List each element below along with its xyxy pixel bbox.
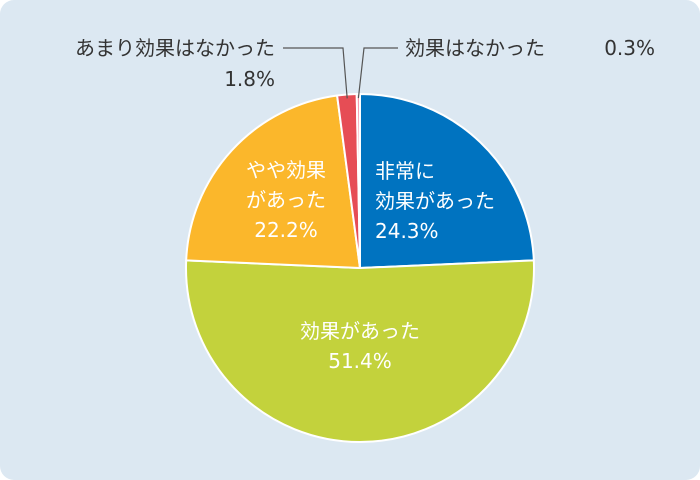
slice-value-1: 51.4% [328, 349, 392, 373]
outer-value-4: 0.3% [604, 36, 655, 60]
leader-line-4 [357, 47, 398, 99]
outer-label-4: 効果はなかった [405, 36, 545, 60]
outer-value-3: 1.8% [224, 67, 275, 91]
outer-label-3: あまり効果はなかった [75, 36, 275, 60]
slice-label-0-line-1: 効果があった [375, 189, 495, 213]
pie-slice-0 [359, 93, 535, 269]
slice-value-0: 24.3% [375, 219, 439, 243]
slice-value-2: 22.2% [254, 218, 318, 242]
leader-lines [283, 47, 398, 99]
slice-label-2-line-0: やや効果 [246, 158, 326, 182]
pie-slice-2 [185, 94, 361, 269]
slice-label-2-line-1: があった [246, 188, 326, 212]
slices-layer [185, 93, 535, 443]
slice-label-1-line-0: 効果があった [300, 319, 420, 343]
pie-slice-1 [185, 259, 535, 443]
slice-label-0-line-0: 非常に [375, 159, 435, 183]
leader-line-3 [283, 47, 348, 99]
